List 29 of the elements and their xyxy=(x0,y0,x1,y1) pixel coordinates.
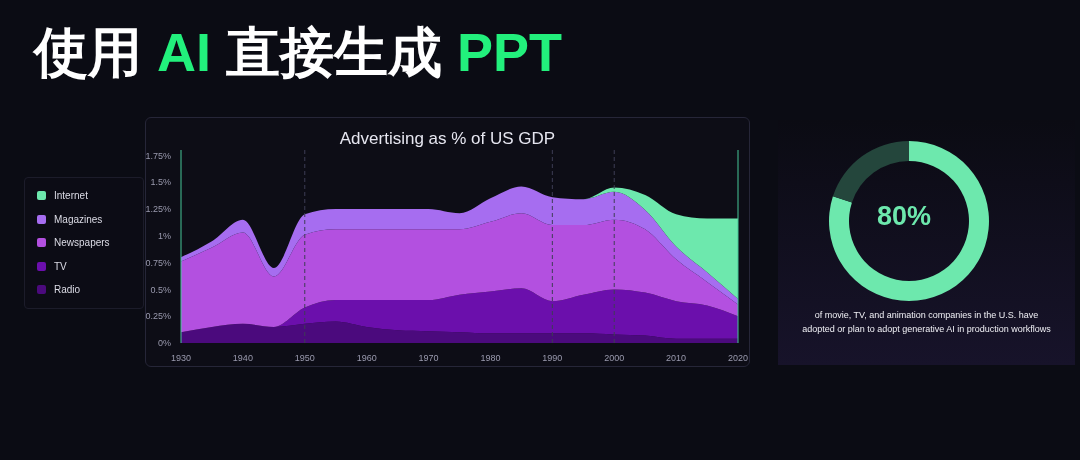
y-tick-label: 0.5% xyxy=(150,284,171,295)
x-tick-label: 2000 xyxy=(604,353,625,364)
legend-label: TV xyxy=(54,260,67,272)
x-tick-label: 1960 xyxy=(356,353,377,364)
donut-slice xyxy=(832,141,909,203)
donut-slice xyxy=(829,141,989,301)
y-tick-label: 0% xyxy=(157,338,171,349)
x-tick-label: 1940 xyxy=(232,353,253,364)
x-tick-label: 1970 xyxy=(418,353,439,364)
x-tick-label: 1950 xyxy=(294,353,315,364)
text: of movie, TV, and animation companies in the U.S. have adopted or plan to adopt generative AI in production workflows xyxy=(801,309,1052,336)
x-tick-label: 1990 xyxy=(542,353,563,364)
chart-title: Advertising as % of US GDP xyxy=(338,128,557,150)
x-tick-label: 1930 xyxy=(170,353,192,364)
legend-label: Internet xyxy=(54,190,88,202)
legend-label: Newspapers xyxy=(54,237,110,249)
x-tick-label: 2010 xyxy=(666,353,687,364)
y-tick-label: 1% xyxy=(157,230,171,241)
text: 80% xyxy=(875,200,932,233)
y-tick-label: 0.75% xyxy=(145,257,171,268)
text: 使用 AI 直接生成 PPT xyxy=(34,22,563,82)
legend-label: Magazines xyxy=(54,213,103,225)
x-tick-label: 2020 xyxy=(727,353,749,364)
y-tick-label: 1.5% xyxy=(150,177,171,188)
x-tick-label: 1980 xyxy=(480,353,501,364)
y-tick-label: 0.25% xyxy=(145,311,171,322)
y-tick-label: 1.75% xyxy=(145,150,171,161)
legend-label: Radio xyxy=(54,284,81,296)
y-tick-label: 1.25% xyxy=(145,204,171,215)
